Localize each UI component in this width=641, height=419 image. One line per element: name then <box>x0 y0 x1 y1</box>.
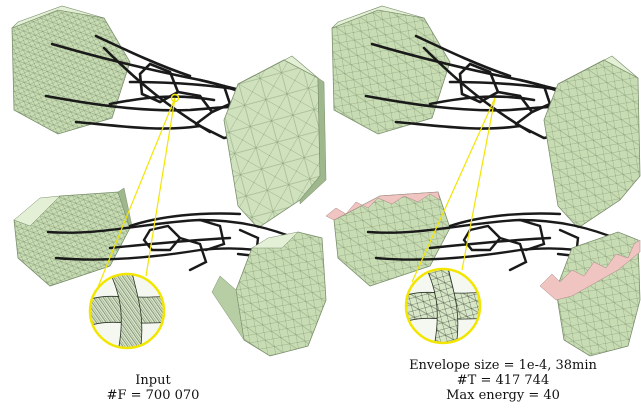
left-bottom-plate-right <box>235 231 327 357</box>
left-top-hex-plate-right <box>223 59 321 229</box>
callout-line <box>145 97 176 277</box>
right-top-model <box>331 5 641 229</box>
right-zoom-ring <box>404 267 482 345</box>
left-top-model <box>11 5 327 229</box>
right-panel <box>325 5 641 357</box>
right-zoom-inset <box>406 269 480 343</box>
cut-face-left <box>325 191 441 221</box>
right-top-hex-plate <box>331 9 451 135</box>
right-caption: Envelope size = 1e-4, 38min #T = 417 744… <box>398 358 608 403</box>
right-caption-line-3: Max energy = 40 <box>446 388 560 403</box>
left-caption-line-2: #F = 700 070 <box>106 388 200 403</box>
left-zoom-ring <box>88 272 166 350</box>
left-caption: Input #F = 700 070 <box>98 373 208 403</box>
left-top-hex-plate <box>11 9 131 135</box>
callout-line-right <box>461 97 496 271</box>
right-caption-line-1: Envelope size = 1e-4, 38min <box>409 358 597 373</box>
left-panel <box>11 5 327 357</box>
right-top-hex-plate-right <box>543 59 641 229</box>
right-caption-line-2: #T = 417 744 <box>456 373 550 388</box>
cut-face-right <box>539 239 641 301</box>
left-zoom-inset <box>90 274 164 348</box>
left-bottom-model <box>13 187 327 357</box>
left-caption-line-1: Input <box>135 373 171 388</box>
